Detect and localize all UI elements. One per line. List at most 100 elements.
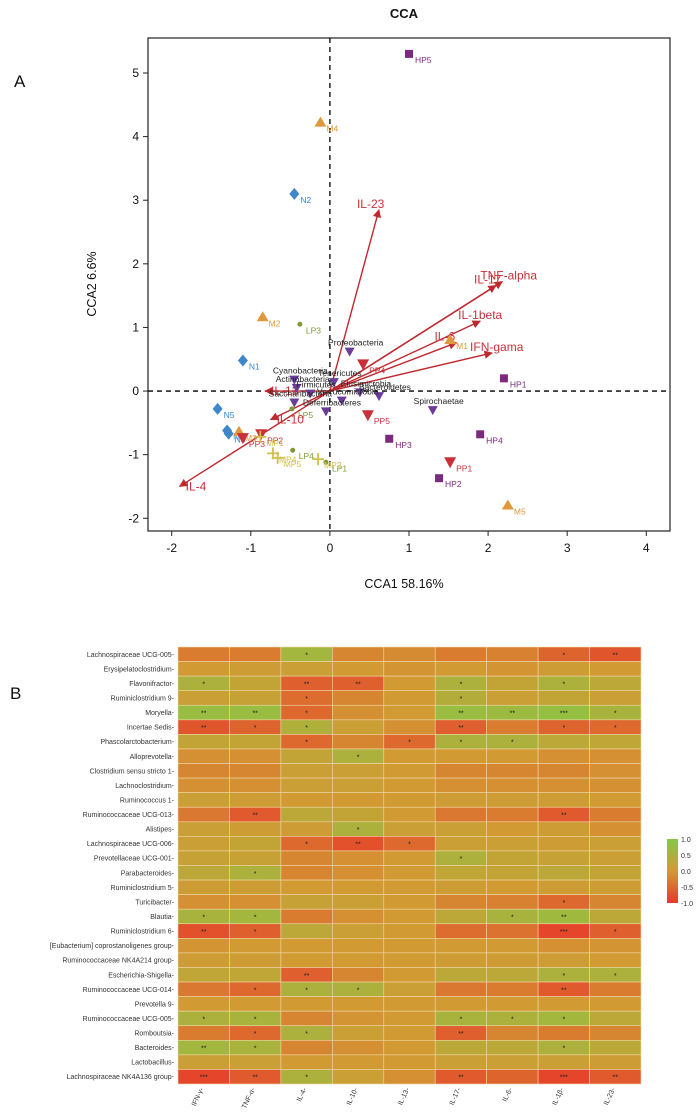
x-tick-label: 3 xyxy=(564,541,571,555)
sample-label: PP3 xyxy=(249,439,265,449)
taxon-marker xyxy=(305,389,316,399)
heat-cell xyxy=(229,661,282,677)
heat-cell xyxy=(589,894,642,910)
heat-cell xyxy=(486,763,539,779)
row-label: Ruminococcaceae UCG-005- xyxy=(83,1016,175,1023)
heat-cell xyxy=(383,908,436,925)
heat-cell xyxy=(589,1054,642,1070)
significance-mark: ** xyxy=(510,711,516,718)
heat-cell xyxy=(332,1069,385,1085)
heat-cell xyxy=(177,661,230,677)
significance-mark: *** xyxy=(200,1075,208,1082)
y-axis-label: CCA2 6.6% xyxy=(85,251,99,316)
heat-cell xyxy=(486,792,539,808)
row-label: Ruminiclostridium 6- xyxy=(111,929,175,936)
heat-cell xyxy=(177,1054,230,1070)
color-legend-tick: -1.0 xyxy=(681,901,693,908)
heat-cell xyxy=(537,879,590,895)
heat-cell xyxy=(486,1025,539,1041)
row-label: Escherichia-Shigella- xyxy=(108,972,174,979)
heat-cell xyxy=(589,938,642,954)
heat-cell xyxy=(332,1010,385,1027)
x-tick-label: 2 xyxy=(485,541,492,555)
row-label: Lactobacillus- xyxy=(131,1060,174,1067)
taxon-label: Saccharibacteria xyxy=(269,389,333,399)
significance-mark: * xyxy=(305,1075,308,1082)
significance-mark: * xyxy=(357,827,360,834)
heat-cell xyxy=(589,748,642,764)
significance-mark: ** xyxy=(304,973,310,980)
heat-cell xyxy=(332,850,385,866)
sample-label: HP4 xyxy=(486,435,503,445)
heat-cell xyxy=(229,938,282,954)
heat-cell xyxy=(383,704,436,721)
heat-cell xyxy=(332,865,385,881)
significance-mark: * xyxy=(305,711,308,718)
sample-m5 xyxy=(501,499,514,510)
heat-cell xyxy=(434,952,487,968)
env-arrow-label: IFN-gama xyxy=(470,340,524,354)
significance-mark: ** xyxy=(201,711,207,718)
heat-cell xyxy=(434,836,487,852)
heat-cell xyxy=(383,777,436,793)
heat-cell xyxy=(280,777,333,793)
taxon-label: Firmicutes xyxy=(297,380,336,390)
sample-pp3 xyxy=(236,433,249,445)
heat-cell xyxy=(332,1054,385,1070)
significance-mark: * xyxy=(305,842,308,849)
heat-cell xyxy=(486,865,539,881)
sample-label: N5 xyxy=(224,410,235,420)
row-label: Prevotellaceae UCG-001- xyxy=(94,856,175,863)
heat-cell xyxy=(177,938,230,954)
heat-cell xyxy=(332,967,385,983)
column-label: IL-10- xyxy=(346,1086,360,1106)
heat-cell xyxy=(486,836,539,852)
heat-cell xyxy=(280,821,333,837)
heat-cell xyxy=(589,981,642,997)
env-arrow-il-10 xyxy=(269,390,331,421)
heat-cell xyxy=(332,923,385,939)
sample-mp1 xyxy=(254,430,267,443)
heat-cell xyxy=(383,661,436,677)
heat-cell xyxy=(332,806,385,823)
sample-label: HP5 xyxy=(415,55,432,65)
heat-cell xyxy=(280,850,333,866)
y-tick-label: 2 xyxy=(132,257,139,271)
significance-mark: ** xyxy=(458,1075,464,1082)
heat-cell xyxy=(383,1069,436,1085)
significance-mark: ** xyxy=(561,987,567,994)
significance-mark: * xyxy=(614,711,617,718)
heat-cell xyxy=(589,1069,642,1085)
heat-cell xyxy=(177,763,230,779)
heat-cell xyxy=(537,996,590,1012)
heat-cell xyxy=(383,923,436,939)
heat-cell xyxy=(332,938,385,954)
heat-cell xyxy=(589,777,642,793)
heat-cell xyxy=(229,734,282,750)
sample-n2 xyxy=(289,187,300,200)
heat-cell xyxy=(229,879,282,895)
heat-cell xyxy=(280,1010,333,1027)
taxon-label: Bacteroidetes xyxy=(359,382,411,392)
row-label: Moryella- xyxy=(145,710,174,717)
significance-mark: * xyxy=(614,973,617,980)
taxon-marker xyxy=(328,378,339,388)
heat-cell xyxy=(589,879,642,895)
heat-cell xyxy=(434,923,487,939)
taxon-label: Tenericutes xyxy=(318,368,361,378)
heat-cell xyxy=(229,836,282,852)
heat-cell xyxy=(383,938,436,954)
heat-cell xyxy=(229,996,282,1012)
heat-cell xyxy=(486,1054,539,1070)
heat-cell xyxy=(486,879,539,895)
heat-cell xyxy=(486,1069,539,1085)
y-tick-label: 4 xyxy=(132,130,139,144)
heat-cell xyxy=(434,763,487,779)
row-label: Clostridium sensu stricto 1- xyxy=(90,768,175,775)
heat-cell xyxy=(589,908,642,925)
sample-label: PP5 xyxy=(374,416,390,426)
column-label: TNF-α- xyxy=(241,1086,257,1110)
env-arrow-label: IL-17 xyxy=(474,272,502,286)
sample-hp5 xyxy=(405,49,413,58)
row-label: Lachnospiraceae NK4A136 group- xyxy=(67,1074,175,1081)
